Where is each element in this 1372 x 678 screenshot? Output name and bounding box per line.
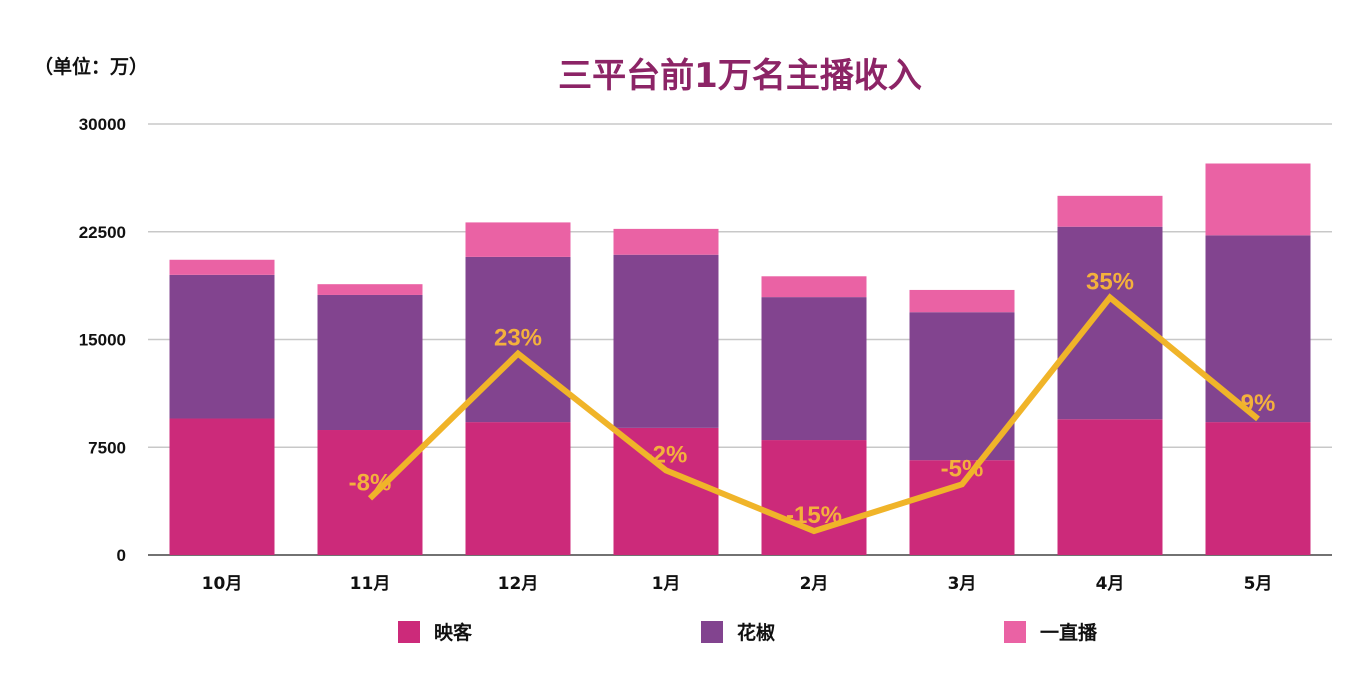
growth-label: 9% (1241, 390, 1276, 417)
x-tick-label: 11月 (350, 574, 391, 594)
bar-segment (317, 294, 423, 431)
growth-label: -2% (645, 441, 688, 468)
x-tick-label: 4月 (1096, 574, 1125, 594)
bar-segment (169, 418, 275, 555)
y-tick-label: 15000 (79, 331, 126, 350)
unit-label: （单位：万） (34, 56, 149, 78)
x-tick-label: 1月 (652, 574, 681, 594)
x-tick-label: 3月 (948, 574, 977, 594)
bar-segment (613, 254, 719, 428)
bar-segment (1205, 422, 1311, 555)
x-tick-label: 5月 (1244, 574, 1273, 594)
legend-item-huajiao: 花椒 (701, 618, 775, 645)
y-tick-label: 0 (117, 546, 126, 565)
bar-segment (317, 430, 423, 555)
x-tick-label: 10月 (202, 574, 243, 594)
bar-segment (465, 222, 571, 257)
bar-segment (1057, 195, 1163, 227)
bar-segment (317, 284, 423, 295)
bar-segment (465, 422, 571, 555)
chart-title: 三平台前1万名主播收入 (558, 56, 922, 96)
bar-segment (761, 276, 867, 298)
legend-label: 一直播 (1040, 622, 1098, 644)
bar-segment (761, 440, 867, 555)
legend-item-yizhibo: 一直播 (1004, 618, 1097, 645)
bar-segment (1057, 226, 1163, 420)
bar-segment (465, 256, 571, 423)
y-tick-label: 22500 (79, 223, 126, 242)
bar-segment (169, 259, 275, 275)
x-tick-label: 12月 (498, 574, 539, 594)
bar-segment (909, 289, 1015, 313)
bar-segment (761, 297, 867, 441)
y-tick-label: 30000 (79, 115, 126, 134)
y-tick-label: 7500 (88, 438, 126, 457)
growth-label: 23% (494, 325, 542, 352)
legend-label: 花椒 (737, 622, 776, 644)
bar-segment (1057, 419, 1163, 555)
growth-label: 35% (1086, 269, 1134, 296)
x-tick-label: 2月 (800, 574, 829, 594)
legend-swatch (1004, 620, 1026, 643)
legend-item-yingke: 映客 (398, 618, 472, 645)
bar-segment (613, 427, 719, 555)
legend-label: 映客 (434, 622, 473, 644)
bar-segment (613, 228, 719, 255)
bar-segment (909, 460, 1015, 555)
legend-swatch (701, 620, 723, 643)
legend-swatch (398, 620, 420, 643)
bar-segment (1205, 163, 1311, 236)
bar-segment (169, 274, 275, 419)
